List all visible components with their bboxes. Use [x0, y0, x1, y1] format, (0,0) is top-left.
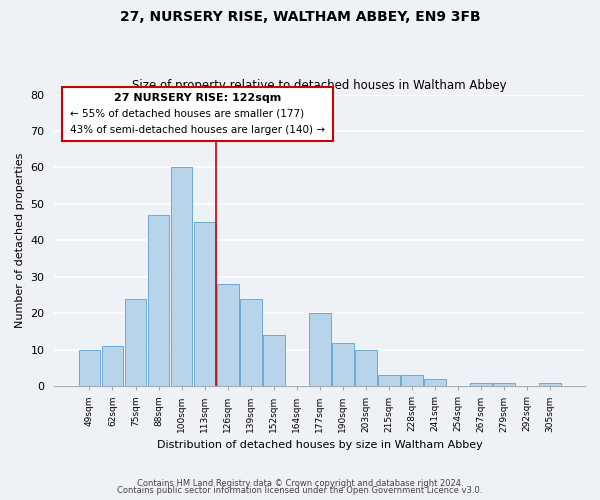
- Bar: [378, 376, 400, 386]
- Title: Size of property relative to detached houses in Waltham Abbey: Size of property relative to detached ho…: [133, 79, 507, 92]
- Y-axis label: Number of detached properties: Number of detached properties: [15, 152, 25, 328]
- Bar: [309, 314, 331, 386]
- Bar: [493, 382, 515, 386]
- Bar: [79, 350, 100, 387]
- FancyBboxPatch shape: [62, 88, 333, 141]
- Text: Contains public sector information licensed under the Open Government Licence v3: Contains public sector information licen…: [118, 486, 482, 495]
- Bar: [217, 284, 239, 386]
- Bar: [401, 376, 423, 386]
- Bar: [470, 382, 492, 386]
- Text: 43% of semi-detached houses are larger (140) →: 43% of semi-detached houses are larger (…: [70, 125, 325, 135]
- Bar: [148, 215, 169, 386]
- Bar: [194, 222, 215, 386]
- Text: 27, NURSERY RISE, WALTHAM ABBEY, EN9 3FB: 27, NURSERY RISE, WALTHAM ABBEY, EN9 3FB: [119, 10, 481, 24]
- Bar: [170, 168, 193, 386]
- Bar: [355, 350, 377, 387]
- Bar: [539, 382, 561, 386]
- Bar: [332, 342, 353, 386]
- Text: ← 55% of detached houses are smaller (177): ← 55% of detached houses are smaller (17…: [70, 108, 304, 118]
- Text: Contains HM Land Registry data © Crown copyright and database right 2024.: Contains HM Land Registry data © Crown c…: [137, 478, 463, 488]
- Bar: [125, 299, 146, 386]
- Text: 27 NURSERY RISE: 122sqm: 27 NURSERY RISE: 122sqm: [114, 93, 281, 103]
- Bar: [101, 346, 124, 387]
- X-axis label: Distribution of detached houses by size in Waltham Abbey: Distribution of detached houses by size …: [157, 440, 482, 450]
- Bar: [239, 299, 262, 386]
- Bar: [424, 379, 446, 386]
- Bar: [263, 335, 284, 386]
